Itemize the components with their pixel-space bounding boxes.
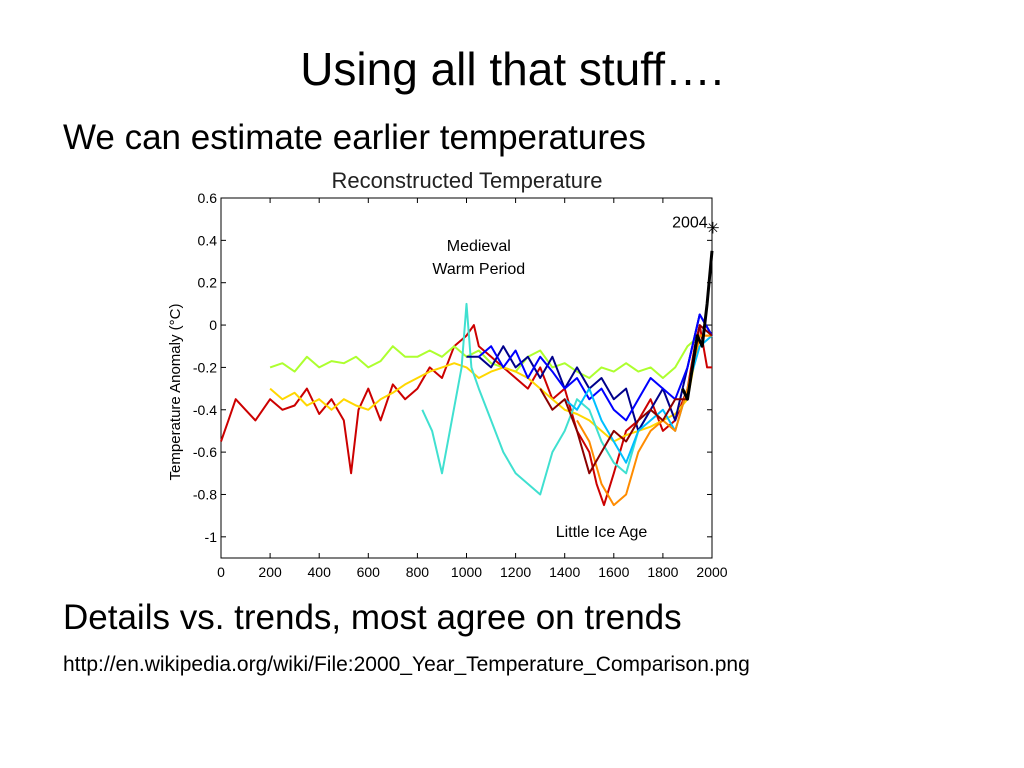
x-tick-label: 600 — [357, 564, 381, 580]
slide-title: Using all that stuff…. — [300, 43, 724, 95]
series-line-5 — [478, 313, 713, 422]
x-tick-label: 1600 — [598, 564, 629, 580]
y-tick-label: -0.8 — [193, 486, 217, 502]
x-axis-ticks: 0 200 400 600 800 1000 1200 1400 1600 1800 2000 — [217, 198, 728, 580]
series-line-9 — [681, 250, 714, 401]
annotation-label: Medieval — [447, 238, 511, 255]
x-tick-label: 0 — [217, 564, 225, 580]
y-axis-label: Temperature Anomaly (°C) — [167, 304, 184, 481]
y-tick-label: -0.4 — [193, 402, 217, 418]
bullet-details-vs-trends: Details vs. trends, most agree on trends — [63, 598, 682, 637]
y-tick-label: -1 — [205, 529, 218, 545]
x-tick-label: 400 — [308, 564, 332, 580]
chart-annotations: Medieval Warm Period Little Ice Age 2004✳ — [432, 215, 719, 541]
annotation-label: Little Ice Age — [556, 524, 648, 541]
y-tick-label: 0 — [209, 317, 217, 333]
series-line-3 — [421, 302, 652, 496]
y-axis-ticks: 0.6 0.4 0.2 0 -0.2 -0.4 -0.6 -0.8 -1 — [193, 190, 712, 545]
bullet-source-url: http://en.wikipedia.org/wiki/File:2000_Y… — [63, 653, 750, 676]
y-tick-label: 0.2 — [198, 275, 218, 291]
series-line-0 — [220, 324, 712, 507]
bullet-estimate-temperatures: We can estimate earlier temperatures — [63, 118, 646, 157]
x-tick-label: 200 — [258, 564, 282, 580]
chart-title: Reconstructed Temperature — [331, 168, 602, 193]
x-tick-label: 1400 — [549, 564, 580, 580]
x-tick-label: 1000 — [451, 564, 482, 580]
annotation-label: Warm Period — [432, 261, 525, 278]
x-tick-label: 2000 — [696, 564, 727, 580]
y-tick-label: 0.6 — [198, 190, 218, 206]
y-tick-label: -0.2 — [193, 359, 217, 375]
annotation-label: 2004 — [672, 215, 708, 232]
asterisk-marker-2004: ✳ — [706, 221, 719, 238]
series-line-1 — [269, 334, 712, 379]
y-tick-label: 0.4 — [198, 232, 218, 248]
reconstructed-temperature-chart: Reconstructed Temperature Temperature An… — [167, 168, 728, 580]
x-tick-label: 800 — [406, 564, 430, 580]
series-lines — [220, 250, 714, 507]
series-line-8 — [539, 324, 713, 475]
y-tick-label: -0.6 — [193, 444, 217, 460]
x-tick-label: 1800 — [647, 564, 678, 580]
x-tick-label: 1200 — [500, 564, 531, 580]
